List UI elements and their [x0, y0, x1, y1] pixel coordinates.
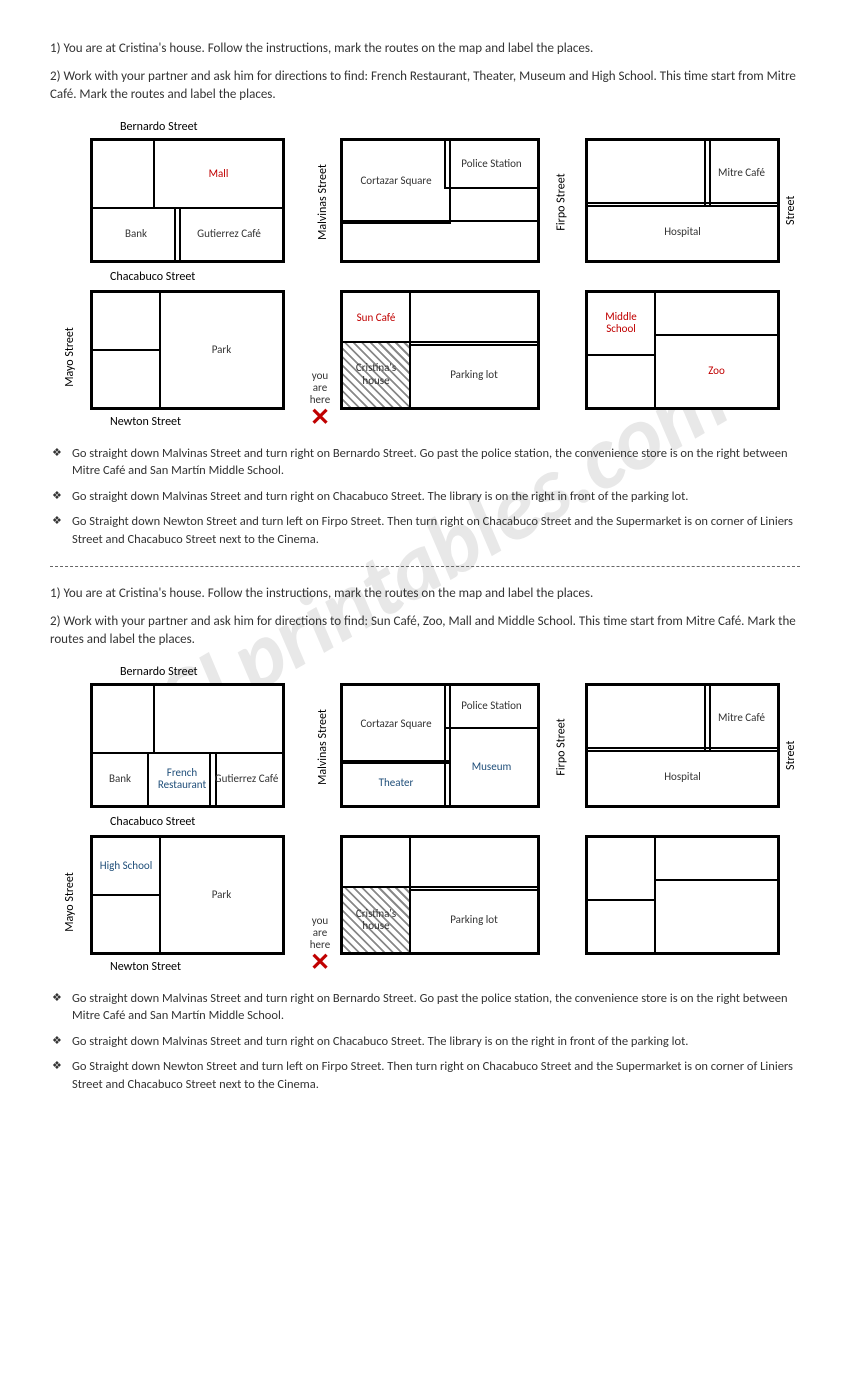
mall-room: Mall	[153, 139, 284, 209]
ex2-question1: 1) You are at Cristina's house. Follow t…	[50, 585, 800, 603]
empty-room-1	[341, 220, 539, 262]
ex1-question1: 1) You are at Cristina's house. Follow t…	[50, 40, 800, 58]
zoo-room: Zoo	[654, 334, 779, 409]
mayo-street-label: Mayo Street	[63, 327, 77, 387]
parking-room: Parking lot	[409, 341, 539, 409]
x-mark-icon-2: ✕	[310, 948, 330, 977]
museum-room: Museum	[444, 727, 539, 807]
park-room-2: Park	[159, 836, 284, 954]
malvinas-street-label-2: Malvinas Street	[316, 709, 330, 785]
empty-room-9	[409, 836, 539, 891]
cristina-room: Cristina's house	[341, 341, 411, 409]
mitre-room: Mitre Café	[704, 139, 779, 207]
bank-room-2: Bank	[91, 752, 149, 807]
section-divider	[50, 566, 800, 567]
ex1-question2: 2) Work with your partner and ask him fo…	[50, 68, 800, 104]
hospital-room-2: Hospital	[586, 747, 779, 807]
x-mark-icon: ✕	[310, 403, 330, 432]
direction-item-1: Go straight down Malvinas Street and tur…	[50, 445, 800, 480]
empty-room-8	[341, 836, 411, 891]
chacabuco-street-label-2: Chacabuco Street	[110, 815, 195, 829]
gutierrez-room: Gutierrez Café	[174, 207, 284, 262]
you-are-here-1: you are here ✕	[305, 370, 335, 430]
empty-room-6	[153, 684, 284, 754]
exercise2-instructions: 1) You are at Cristina's house. Follow t…	[50, 585, 800, 650]
bernardo-street-label-2: Bernardo Street	[120, 665, 198, 679]
police-room-2: Police Station	[444, 684, 539, 729]
mitre-room-2: Mitre Café	[704, 684, 779, 752]
ex2-question2: 2) Work with your partner and ask him fo…	[50, 613, 800, 649]
you-are-here-text-2: you are here	[310, 914, 330, 951]
theater-room: Theater	[341, 760, 451, 807]
directions-list-1: Go straight down Malvinas Street and tur…	[50, 445, 800, 549]
empty-room-11	[654, 836, 779, 881]
empty-room-10	[586, 836, 656, 901]
malvinas-street-label: Malvinas Street	[316, 164, 330, 240]
middle-school-room: Middle School	[586, 291, 656, 356]
firpo-street-label: Firpo Street	[555, 173, 569, 230]
newton-street-label-2: Newton Street	[110, 960, 181, 974]
you-are-here-2: you are here ✕	[305, 915, 335, 975]
empty-room-3	[91, 291, 161, 351]
directions-list-2: Go straight down Malvinas Street and tur…	[50, 990, 800, 1094]
bernardo-street-label: Bernardo Street	[120, 120, 198, 134]
direction-item-2: Go straight down Malvinas Street and tur…	[50, 488, 800, 506]
you-are-here-text-1: you are here	[310, 369, 330, 406]
direction-item-3: Go Straight down Newton Street and turn …	[50, 513, 800, 548]
parking-room-2: Parking lot	[409, 886, 539, 954]
mayo-street-label-2: Mayo Street	[63, 872, 77, 932]
hospital-room: Hospital	[586, 202, 779, 262]
newton-street-label: Newton Street	[110, 415, 181, 429]
empty-room-5	[654, 291, 779, 336]
cristina-room-2: Cristina's house	[341, 886, 411, 954]
empty-room-4	[409, 291, 539, 346]
direction-item-6: Go Straight down Newton Street and turn …	[50, 1058, 800, 1093]
gutierrez-room-2: Gutierrez Café	[209, 752, 284, 807]
park-room: Park	[159, 291, 284, 409]
exercise1-instructions: 1) You are at Cristina's house. Follow t…	[50, 40, 800, 105]
chacabuco-street-label: Chacabuco Street	[110, 270, 195, 284]
high-school-room: High School	[91, 836, 161, 896]
firpo-street-label-2: Firpo Street	[555, 718, 569, 775]
police-room: Police Station	[444, 139, 539, 189]
map-1: Bernardo Street Chacabuco Street Newton …	[50, 120, 800, 430]
empty-room-7	[586, 684, 711, 752]
direction-item-4: Go straight down Malvinas Street and tur…	[50, 990, 800, 1025]
sun-cafe-room: Sun Café	[341, 291, 411, 346]
empty-room-12	[654, 879, 779, 954]
french-room: French Restaurant	[147, 752, 217, 807]
cortazar-room-2: Cortazar Square	[341, 684, 451, 764]
cortazar-room: Cortazar Square	[341, 139, 451, 224]
direction-item-5: Go straight down Malvinas Street and tur…	[50, 1033, 800, 1051]
map-2: Bernardo Street Chacabuco Street Newton …	[50, 665, 800, 975]
empty-room-2	[586, 139, 711, 207]
bank-room: Bank	[91, 207, 181, 262]
